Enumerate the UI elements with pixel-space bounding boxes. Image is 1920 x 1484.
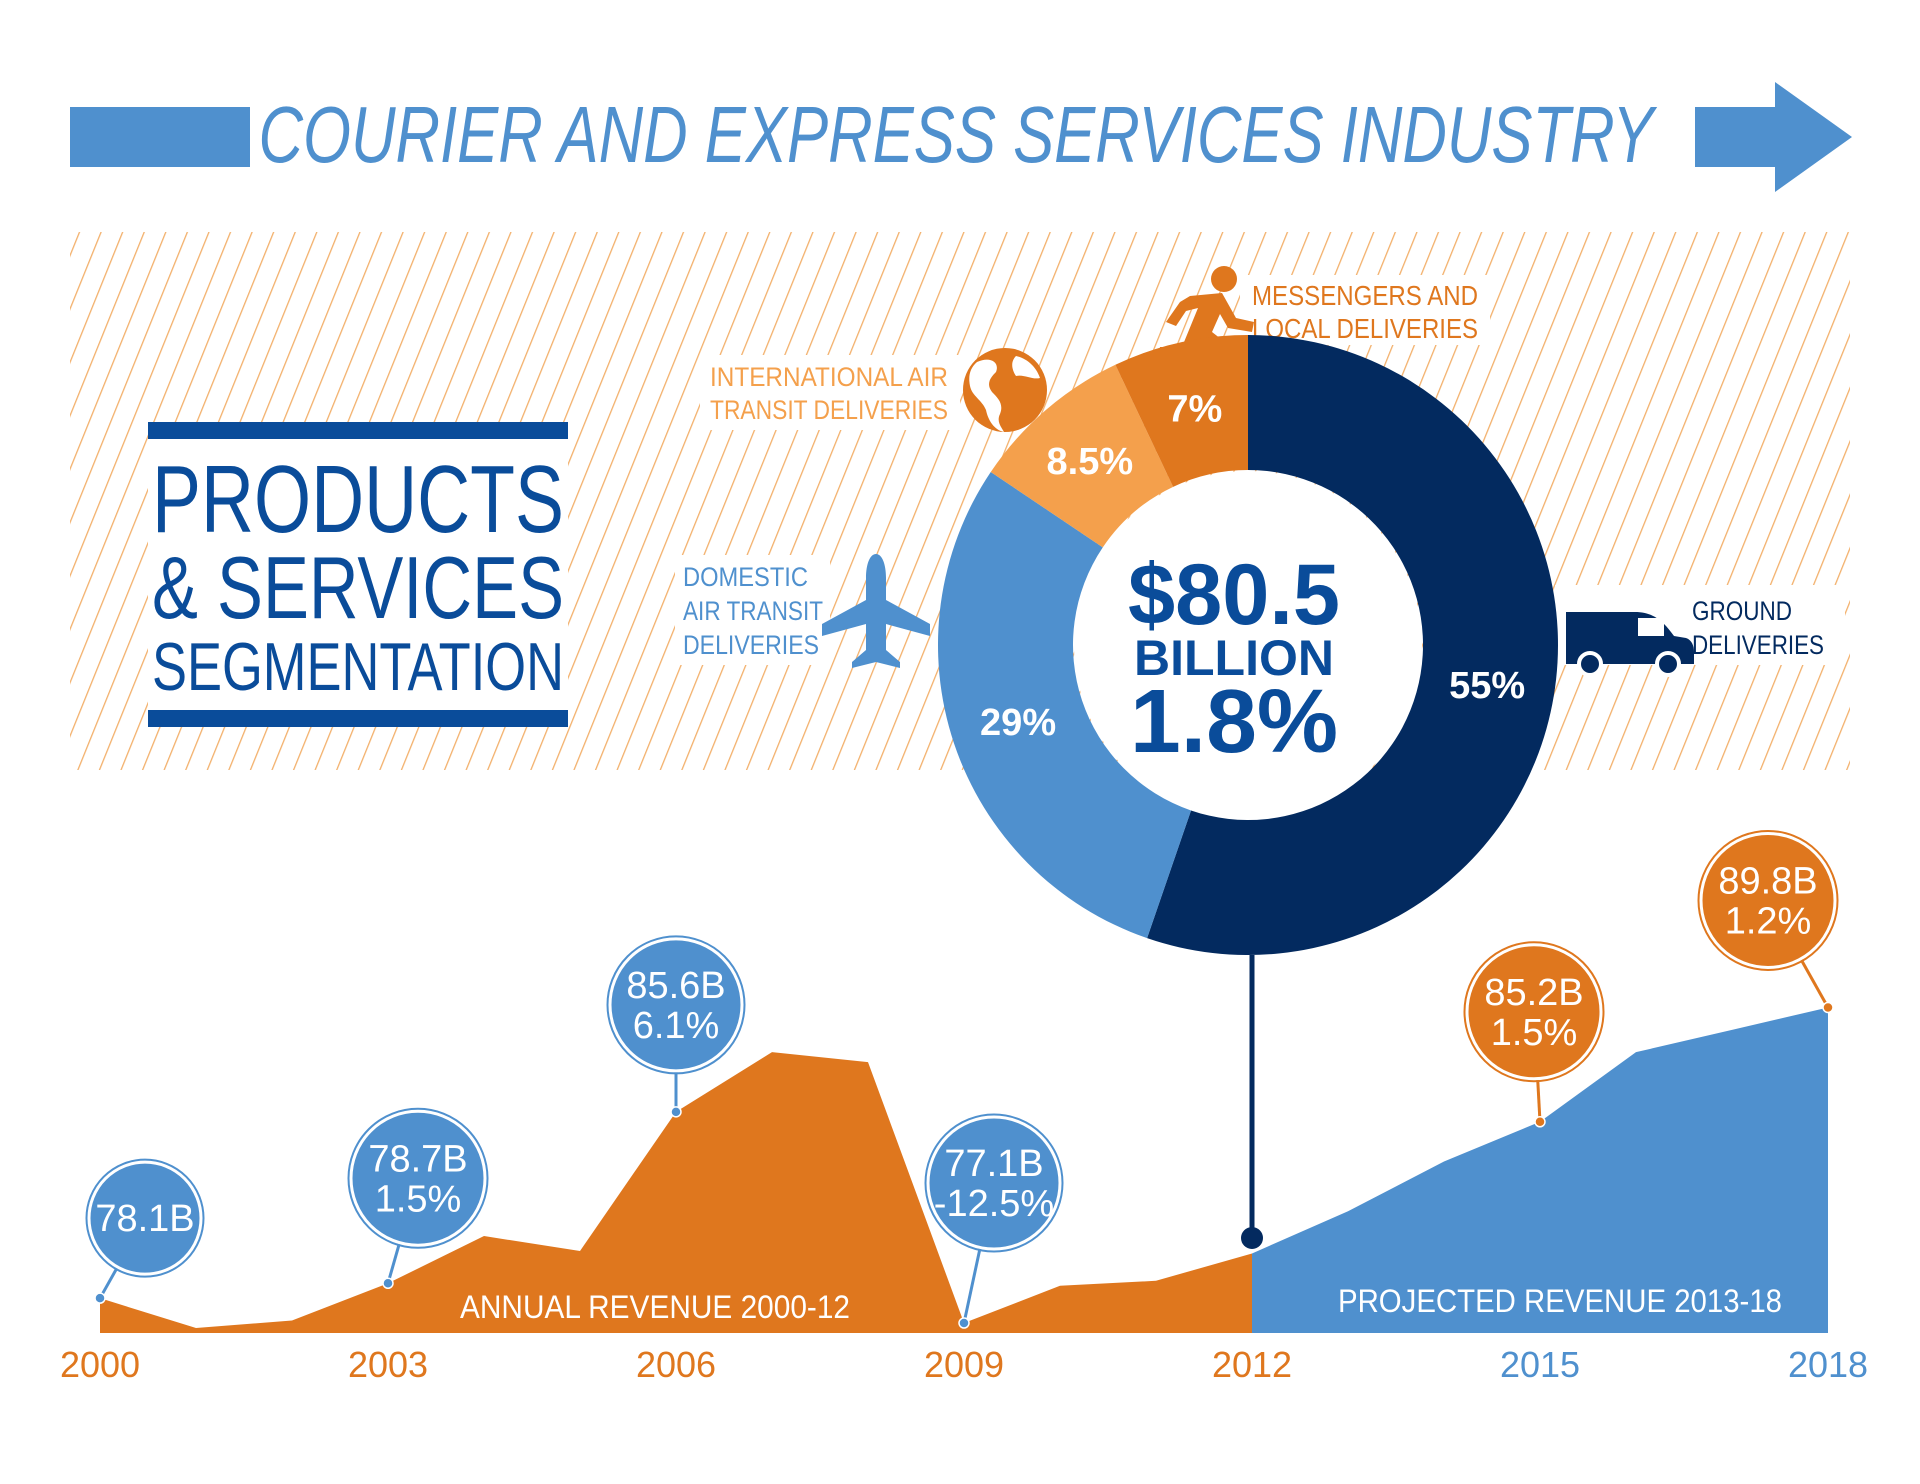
airplane-icon [822,554,930,668]
segmentation-line3: SEGMENTATION [152,629,564,705]
header-arrow [1695,82,1852,192]
segmentation-line1: PRODUCTS [152,446,564,553]
callout-bubble [1465,943,1603,1081]
callout-2009: 77.1B-12.5% [924,1113,1064,1329]
callout-bubble-ring [1463,941,1605,1083]
callout-bubble-ring [924,1113,1064,1253]
label-ground-line1: GROUND [1692,596,1792,626]
callout-bubble [349,1109,487,1247]
label-ground-line2: DELIVERIES [1692,630,1824,660]
callout-text: 78.1B [95,1198,194,1240]
label-international-line2: TRANSIT DELIVERIES [710,395,948,425]
segmentation-title-box: PRODUCTS & SERVICES SEGMENTATION [148,422,568,727]
callout-bubble [1699,831,1837,969]
donut-chart: 55% 29% 8.5% 7% [937,335,1559,956]
callout-bubble [926,1115,1062,1251]
label-international: INTERNATIONAL AIR TRANSIT DELIVERIES [700,355,960,430]
annual-revenue-label: ANNUAL REVENUE 2000-12 [460,1289,850,1325]
donut-label-3: 7% [1167,388,1222,430]
label-domestic-line1: DOMESTIC [683,562,808,592]
header-banner: COURIER AND EXPRESS SERVICES INDUSTRY [70,82,1852,192]
x-tick-2003: 2003 [348,1344,428,1385]
x-tick-2015: 2015 [1500,1344,1580,1385]
donut-connector-dot [1241,1227,1263,1249]
callout-text: 89.8B [1718,860,1817,902]
globe-icon [963,348,1047,432]
callout-text: 6.1% [633,1005,720,1047]
callout-point [670,1106,682,1118]
callout-text: 77.1B [944,1143,1043,1185]
callout-2015: 85.2B1.5% [1463,941,1605,1128]
callout-bubble [87,1160,203,1276]
van-icon [1566,612,1694,677]
x-tick-2006: 2006 [636,1344,716,1385]
callout-text: 1.5% [1491,1012,1578,1054]
donut-slice-1 [937,472,1192,939]
segmentation-bottom-bar [148,710,568,727]
callout-text: 78.7B [368,1138,467,1180]
callout-2000: 78.1B [85,1158,205,1304]
callout-bubble-ring [85,1158,205,1278]
callout-point [94,1292,106,1304]
donut-slice-3 [1115,335,1248,487]
area-series-0 [100,1052,1252,1333]
donut-slice-0 [1147,335,1559,956]
projected-revenue-label: PROJECTED REVENUE 2013-18 [1338,1283,1782,1319]
callout-2018: 89.8B1.2% [1697,829,1839,1014]
donut-center-amount: $80.5 [1128,547,1340,643]
header-title: COURIER AND EXPRESS SERVICES INDUSTRY [259,90,1658,179]
x-tick-2012: 2012 [1212,1344,1292,1385]
donut-center-growth: 1.8% [1130,672,1338,772]
label-international-line1: INTERNATIONAL AIR [710,362,948,392]
donut-center-unit: BILLION [1134,630,1334,686]
callout-point [1822,1001,1834,1014]
donut-slice-2 [990,364,1174,548]
callout-bubble-ring [1697,829,1839,971]
callout-text: -12.5% [934,1183,1054,1225]
callout-bubble-ring [606,935,746,1075]
segmentation-line2: & SERVICES [152,538,564,637]
callout-point [958,1317,970,1329]
label-messengers-line1: MESSENGERS AND [1252,280,1478,311]
label-domestic-line2: AIR TRANSIT [683,596,823,626]
revenue-area-chart [100,1007,1828,1333]
callout-point [382,1277,394,1290]
callout-2006: 85.6B6.1% [606,935,746,1118]
donut-label-2: 8.5% [1047,441,1134,483]
label-domestic-line3: DELIVERIES [683,630,819,660]
area-series-1 [1252,1007,1828,1333]
label-messengers: MESSENGERS AND LOCAL DELIVERIES [1240,275,1490,345]
header-bar-left [70,107,250,167]
callout-point [1534,1116,1546,1128]
callout-bubble [608,937,744,1073]
donut-label-1: 29% [980,702,1056,744]
revenue-callouts: 78.1B78.7B1.5%85.6B6.1%77.1B-12.5%85.2B1… [85,829,1839,1329]
donut-hole [1074,471,1422,819]
x-axis-year-labels: 2000 2003 2006 2009 2012 2015 2018 [60,1344,1868,1385]
label-domestic: DOMESTIC AIR TRANSIT DELIVERIES [675,555,830,665]
donut-center: $80.5 BILLION 1.8% [1128,547,1340,772]
callout-text: 85.6B [626,965,725,1007]
callout-2003: 78.7B1.5% [347,1107,489,1290]
callout-bubble-ring [347,1107,489,1249]
callout-text: 85.2B [1484,972,1583,1014]
callout-text: 1.5% [375,1178,462,1220]
donut-label-0: 55% [1449,665,1525,707]
segmentation-top-bar [148,422,568,439]
x-tick-2018: 2018 [1788,1344,1868,1385]
x-tick-2009: 2009 [924,1344,1004,1385]
x-tick-2000: 2000 [60,1344,140,1385]
callout-text: 1.2% [1725,900,1812,942]
